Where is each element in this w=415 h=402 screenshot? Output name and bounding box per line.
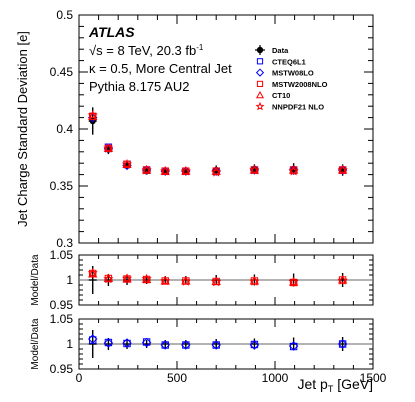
ratio1-nnpdf21-nlo-point [141,273,152,284]
main-nnpdf21-nlo-point [121,159,133,169]
ratio2-mstw08lo-point [88,334,98,344]
main-ct10-point [141,165,152,174]
main-ct10-point [160,166,170,175]
ratio2-mstw08lo-point [288,341,299,351]
ratio2-mstw08lo-point [337,339,348,349]
x-tick-label: 1500 [360,371,387,385]
legend-label-ct10: CT10 [272,91,290,100]
ratio1-ct10-point [337,275,348,284]
ratio1-nnpdf21-nlo-point [160,275,171,286]
ratio2-cteq6l1-point [182,341,190,349]
x-axis-title: Jet pT [GeV] [297,376,373,394]
ratio1-nnpdf21-nlo-point [103,273,114,284]
legend-label-cteq6l1: CTEQ6L1 [272,57,306,66]
ratio2-cteq6l1-point [161,341,169,349]
ratio2-y-tick-label: 1.05 [50,312,74,326]
ratio1-nnpdf21-nlo-point [337,275,348,285]
main-panel-plot: 0.3 0.35 0.4 0.45 0.5 [50,8,374,250]
main-y-tick-label: 0.5 [56,8,73,22]
main-nnpdf21-nlo-point [337,164,348,175]
ratio2-mstw08lo-point [122,338,132,348]
ratio2-y-tick-label: 1 [66,337,73,351]
main-mstw08lo-point [88,112,98,123]
ratio1-ct10-point [288,277,299,286]
ratio2-panel-plot: 0.95 1 1.05 0 500 1000 1500 [50,312,387,385]
main-y-axis-title: Jet Charge Standard Deviation [e] [15,31,30,227]
ratio2-cteq6l1-point [212,341,220,349]
legend-marker-cteq6l1 [256,58,264,65]
generator-label: Pythia 8.175 AU2 [89,79,189,94]
kappa-label: κ = 0.5, More Central Jet [89,61,232,76]
ratio1-y-axis-title: Model/Data [30,254,41,306]
ratio2-mstw08lo-point [141,337,152,348]
main-nnpdf21-nlo-point [103,143,114,153]
ratio2-mstw08lo-point [211,340,221,350]
legend: Data CTEQ6L1 MSTW08LO MSTW2008NLO CT10 NNPDF2… [255,45,328,112]
main-y-tick-label: 0.35 [50,179,74,193]
ratio1-nnpdf21-nlo-point [288,276,299,287]
legend-marker-mstw2008nlo [256,80,264,88]
ratio1-ct10-point [181,276,191,285]
ratio1-ct10-point [211,276,221,286]
legend-marker-ct10 [255,90,265,99]
legend-label-mstw2008nlo: MSTW2008NLO [272,80,328,89]
ratio2-cteq6l1-point [338,340,347,348]
main-nnpdf21-nlo-point [288,165,299,176]
ratio1-nnpdf21-nlo-point [211,276,222,287]
ratio1-panel-plot: 0.95 1 1.05 [50,248,374,312]
ratio1-mstw2008nlo-point [289,278,298,287]
ratio1-ct10-point [103,273,114,283]
main-nnpdf21-nlo-point [87,110,98,120]
legend-marker-nnpdf21-nlo [255,101,265,111]
main-nnpdf21-nlo-point [141,164,152,175]
ratio2-mstw08lo-point [160,340,170,350]
x-tick-label: 1000 [262,371,289,385]
ratio2-y-axis-title: Model/Data [30,318,41,370]
main-y-tick-label: 0.3 [56,236,73,250]
main-mstw08lo-point [211,166,221,176]
main-nnpdf21-nlo-point [249,164,260,175]
main-ct10-point [122,159,132,168]
main-mstw08lo-point [288,165,299,175]
legend-label-data: Data [272,46,289,55]
ratio2-mstw08lo-point [249,340,260,350]
ratio2-mstw08lo-point [181,340,191,350]
ratio1-nnpdf21-nlo-point [121,273,133,283]
ratio1-y-tick-label: 1 [66,273,73,287]
main-nnpdf21-nlo-point [160,165,171,176]
ratio1-nnpdf21-nlo-point [87,267,98,278]
ratio1-y-tick-label: 1.05 [50,248,74,262]
main-ct10-point [181,166,191,175]
legend-marker-mstw08lo [255,68,265,77]
x-tick-label: 500 [167,371,187,385]
ratio1-ct10-point [160,276,170,285]
main-ct10-point [249,165,260,174]
ratio2-y-tick-label: 0.95 [50,362,74,376]
legend-marker-data [256,46,264,54]
ratio1-y-tick-label: 0.95 [50,298,74,312]
ratio1-ct10-point [249,276,260,285]
atlas-label: ATLAS [88,24,135,40]
main-nnpdf21-nlo-point [211,167,222,177]
energy-label: √s = 8 TeV, 20.3 fb-1 [89,43,204,58]
x-tick-label: 0 [76,371,83,385]
main-y-tick-label: 0.4 [56,122,73,136]
main-nnpdf21-nlo-point [180,165,191,176]
main-y-tick-label: 0.45 [50,65,74,79]
ratio1-nnpdf21-nlo-point [180,276,191,286]
main-ct10-point [337,165,348,174]
ratio2-mstw08lo-point [103,338,114,348]
legend-label-mstw08lo: MSTW08LO [272,69,314,78]
ratio1-nnpdf21-nlo-point [249,276,260,286]
main-ct10-point [103,143,114,152]
legend-label-nnpdf21-nlo: NNPDF21 NLO [272,103,324,112]
